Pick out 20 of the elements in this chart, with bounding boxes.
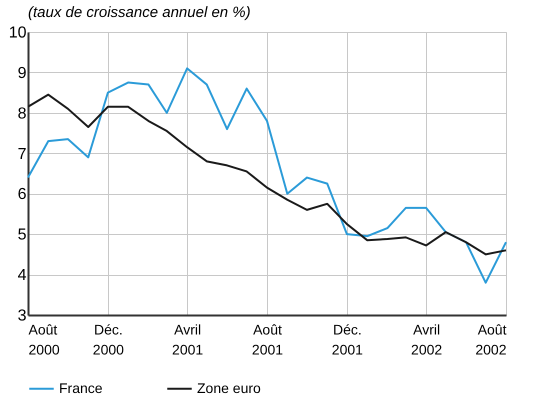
x-tick-label: Avril 2002 bbox=[411, 322, 442, 358]
x-tick-label: Août 2000 bbox=[28, 322, 60, 358]
line-series bbox=[27, 94, 507, 256]
legend-label: France bbox=[59, 380, 103, 396]
line-series bbox=[27, 67, 507, 284]
y-tick-label: 8 bbox=[18, 105, 27, 122]
y-tick-label: 3 bbox=[18, 308, 27, 324]
y-tick-label: 7 bbox=[18, 146, 27, 163]
legend-label: Zone euro bbox=[197, 380, 262, 396]
y-tick-label: 9 bbox=[18, 64, 27, 82]
x-tick-label: Août 2001 bbox=[252, 322, 284, 358]
y-tick-label: 6 bbox=[18, 186, 27, 204]
chart-title: (taux de croissance annuel en %) bbox=[28, 4, 251, 21]
x-tick-label: Août 2002 bbox=[475, 322, 507, 358]
y-tick-label: 4 bbox=[18, 267, 27, 284]
y-tick-label: 5 bbox=[18, 226, 27, 244]
x-tick-label: Avril 2001 bbox=[172, 322, 204, 358]
x-tick-label: Déc. 2000 bbox=[92, 322, 124, 358]
x-tick-label: Déc. 2001 bbox=[332, 322, 364, 358]
y-tick-label: 10 bbox=[8, 24, 27, 42]
